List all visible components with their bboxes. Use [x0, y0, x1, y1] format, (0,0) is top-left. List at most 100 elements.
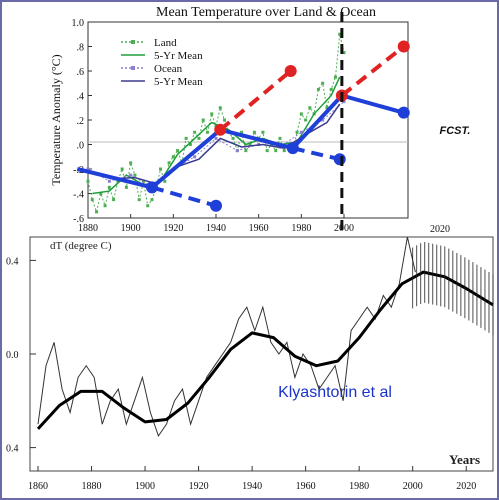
top-series-point — [261, 130, 265, 134]
top-series-point — [295, 130, 299, 134]
legend-ocean-mean: 5-Yr Mean — [121, 76, 203, 88]
bottom-x-tick-label: 1940 — [242, 481, 262, 492]
top-series-point — [210, 112, 214, 116]
top-series-point — [299, 130, 303, 134]
top-series-point — [197, 136, 201, 140]
bottom-x-tick-label: 2000 — [403, 481, 423, 492]
bottom-x-ticks: 1860 1880 1900 1920 1940 1960 1980 2000 2020 — [28, 466, 476, 492]
top-series-point — [214, 136, 218, 140]
top-series-point — [342, 51, 346, 55]
top-series-point — [299, 112, 303, 116]
legend-land-label: Land — [154, 37, 177, 49]
top-series-point — [163, 179, 167, 183]
top-y-axis-label: Temperature Anomaly (°C) — [49, 54, 63, 185]
top-series-point — [248, 143, 252, 146]
top-x-tick-2020: 2020 — [430, 224, 450, 235]
top-series-point — [99, 192, 103, 195]
top-series-point — [316, 87, 320, 91]
top-series-point — [205, 130, 209, 134]
top-series-point — [244, 149, 248, 153]
top-series-point — [304, 118, 308, 122]
top-series-point — [159, 167, 163, 171]
top-y-tick-label: -.4 — [73, 190, 84, 201]
top-series-point — [333, 75, 337, 79]
legend-land-mean: 5-Yr Mean — [121, 50, 203, 62]
top-series-point — [120, 167, 124, 171]
bottom-error-bars — [412, 241, 494, 336]
top-chart-title: Mean Temperature over Land & Ocean — [156, 5, 376, 20]
top-series-point — [240, 130, 244, 134]
top-series-point — [218, 106, 222, 110]
bottom-x-tick-label: 1900 — [135, 481, 155, 492]
legend-ocean-mean-label: 5-Yr Mean — [154, 76, 203, 88]
legend-land: Land — [121, 37, 177, 49]
projection-up-point — [284, 65, 297, 77]
top-series-point — [265, 149, 269, 153]
trend-line — [76, 93, 405, 190]
top-series-point — [150, 198, 154, 202]
top-series-point — [133, 173, 137, 177]
top-series-point — [329, 87, 333, 91]
top-chart: Mean Temperature over Land & Ocean Tempe… — [49, 5, 470, 236]
bottom-y-tick-label: 0.0 — [6, 350, 19, 361]
top-series-point — [321, 118, 325, 122]
top-series-point — [171, 155, 175, 159]
top-series-point — [129, 173, 133, 177]
top-series-point — [129, 161, 133, 165]
top-series-point — [124, 185, 128, 189]
top-series-point — [141, 179, 145, 183]
top-series-point — [308, 106, 312, 110]
top-x-tick-label: 1900 — [121, 223, 141, 234]
fcst-annotation: FCST. — [440, 125, 471, 137]
top-series-point — [274, 149, 278, 153]
bottom-x-tick-label: 1960 — [296, 481, 316, 492]
top-series-point — [103, 204, 107, 208]
top-series-point — [116, 179, 120, 183]
legend-land-mean-label: 5-Yr Mean — [154, 50, 203, 62]
top-y-tick-label: .8 — [77, 43, 85, 54]
top-x-tick-label: 1980 — [291, 223, 311, 234]
top-series-point — [231, 136, 235, 140]
top-series-point — [107, 179, 111, 183]
top-series-point — [95, 210, 99, 214]
projection-up-line — [340, 44, 405, 98]
observed-temperature-line — [37, 236, 416, 437]
bottom-chart: dT (degree C) Years Klyashtorin et al 0.… — [6, 236, 494, 492]
top-y-tick-label: .2 — [77, 116, 85, 127]
legend-land-marker — [131, 40, 135, 44]
projection-up-point — [397, 40, 410, 53]
top-series-point — [321, 81, 325, 85]
top-y-tick-label: .6 — [77, 67, 85, 78]
projection-down-point — [210, 199, 222, 212]
top-series-point — [342, 100, 346, 104]
credit-annotation: Klyashtorin et al — [278, 384, 392, 401]
top-y-tick-label: .0 — [77, 141, 85, 152]
top-series-point — [193, 155, 197, 159]
top-x-tick-label: 2000 — [334, 223, 354, 234]
bottom-x-tick-label: 1980 — [349, 481, 369, 492]
top-series-point — [325, 106, 329, 110]
top-series-point — [90, 198, 94, 202]
top-y-tick-label: -.6 — [73, 214, 84, 225]
top-series-point — [188, 143, 192, 146]
legend-ocean-marker — [131, 66, 135, 70]
legend-ocean: Ocean — [121, 63, 183, 75]
top-series-point — [167, 161, 171, 165]
top-series-point — [338, 32, 342, 36]
bottom-x-tick-label: 1920 — [189, 481, 209, 492]
bottom-y-ticks: 0.4 0.0 0.4 — [6, 256, 36, 455]
top-x-tick-label: 1880 — [78, 223, 98, 234]
top-series-point — [278, 136, 282, 140]
bottom-x-tick-label: 1880 — [82, 481, 102, 492]
bottom-y-axis-label: dT (degree C) — [50, 240, 112, 252]
top-series-point — [193, 130, 197, 134]
top-series-point — [223, 118, 227, 122]
legend-ocean-label: Ocean — [154, 63, 183, 75]
trend-point — [214, 123, 227, 136]
top-series-point — [86, 179, 90, 183]
bottom-x-tick-label: 2020 — [456, 481, 476, 492]
projection-down-line — [292, 146, 341, 162]
